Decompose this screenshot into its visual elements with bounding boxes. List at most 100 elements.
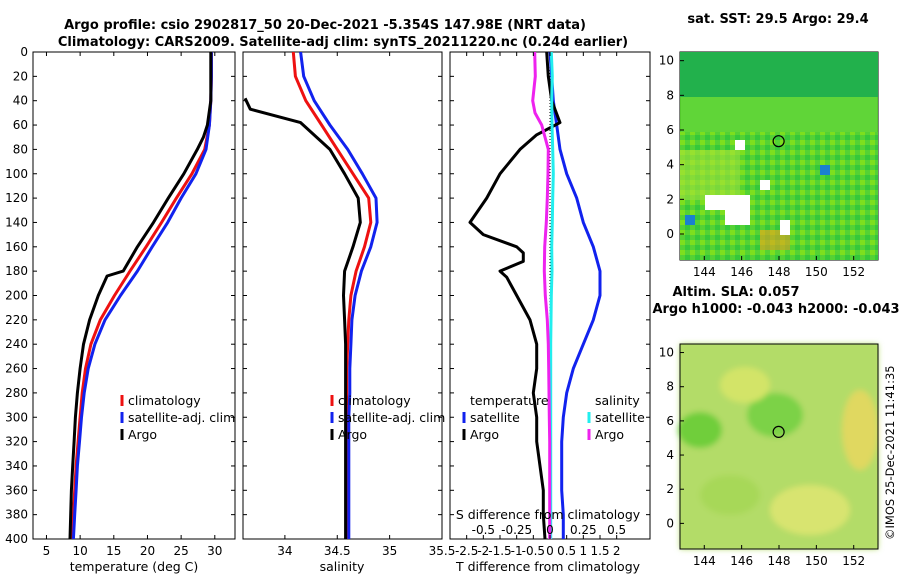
x-tick-label: 1.5	[590, 544, 609, 558]
depth-tick-label: 260	[5, 362, 28, 376]
depth-axis: 0 20 40 60 80 100 120 140 160 180 200 220 240 260 280 3…	[5, 45, 37, 546]
altim-map-subtitle: Argo h1000: -0.043 h2000: -0.043	[652, 302, 899, 317]
map-y-tick-label: 4	[666, 158, 674, 172]
altimetry-map: 144 146 148 150 152 0 2 4 6 8 10	[659, 343, 879, 568]
legend-climatology-label: climatology	[128, 393, 201, 408]
depth-tick-label: 300	[5, 410, 28, 424]
altim-map-ticks: 144 146 148 150 152 0 2 4 6 8 10	[659, 346, 865, 568]
depth-tick-label: 400	[5, 532, 28, 546]
depth-tick-label: 280	[5, 386, 28, 400]
x-tick-label: 10	[72, 544, 87, 558]
main-title-line2: Climatology: CARS2009. Satellite-adj cli…	[58, 35, 628, 50]
legend-t-argo-label: Argo	[470, 427, 499, 442]
map-x-tick-label: 152	[842, 554, 865, 568]
map-y-tick-label: 6	[666, 414, 674, 428]
difference-xlabel: T difference from climatology	[455, 559, 641, 574]
map-x-tick-label: 148	[768, 554, 791, 568]
s-diff-tick-label: 0.25	[570, 523, 597, 537]
depth-tick-label: 360	[5, 483, 28, 497]
altim-high-anomaly	[842, 390, 878, 470]
copyright-text: ©IMOS 25-Dec-2021 11:41:35	[883, 365, 897, 540]
x-tick-label: 1	[580, 544, 588, 558]
x-tick-label: 15	[106, 544, 121, 558]
map-y-tick-label: 8	[666, 88, 674, 102]
temperature-series-satellite-adj-clim	[71, 52, 213, 539]
temperature-xlabel: temperature (deg C)	[70, 559, 199, 574]
legend-salinity-title: salinity	[595, 393, 640, 408]
differences-series-t-satellite	[548, 52, 602, 539]
depth-tick-label: 180	[5, 264, 28, 278]
x-tick-label: 5	[43, 544, 51, 558]
x-tick-labels: 5 10 15 20 25 30 34 34.5 35 35.5 -2.5-2-1.5-1-0.5 0…	[43, 52, 626, 558]
x-tick-label: 34.5	[324, 544, 351, 558]
difference-legend: temperature satellite Argo salinity sate…	[462, 393, 645, 442]
temperature-axes	[32, 51, 236, 540]
depth-tick-label: 80	[13, 142, 28, 156]
map-y-tick-label: 2	[666, 482, 674, 496]
sst-map-cloud	[725, 195, 750, 225]
map-y-tick-label: 10	[659, 54, 674, 68]
legend-s-satellite-label: satellite	[595, 410, 645, 425]
x-tick-label: -0.5	[522, 544, 545, 558]
sst-map-warm-patch	[680, 150, 740, 200]
x-tick-label: 30	[207, 544, 222, 558]
depth-tick-label: 140	[5, 215, 28, 229]
inner-tick-marks	[231, 51, 650, 540]
s-diff-tick-label: -0.5	[472, 523, 495, 537]
depth-tick-label: 200	[5, 289, 28, 303]
sst-map-cloud	[735, 140, 745, 150]
altim-low-anomaly	[678, 412, 722, 448]
sst-map-title: sat. SST: 29.5 Argo: 29.4	[687, 12, 868, 27]
x-tick-label: 0.5	[557, 544, 576, 558]
temperature-series	[68, 52, 213, 539]
map-x-tick-label: 146	[730, 554, 753, 568]
depth-tick-label: 100	[5, 167, 28, 181]
depth-tick-label: 320	[5, 435, 28, 449]
map-y-tick-label: 8	[666, 380, 674, 394]
legend-argo-label: Argo	[338, 427, 367, 442]
sst-map: 144 146 148 150 152 0 2 4 6 8 10	[659, 51, 879, 279]
salinity-series	[243, 52, 379, 539]
map-x-tick-label: 150	[805, 265, 828, 279]
map-y-tick-label: 6	[666, 123, 674, 137]
legend-satellite-label: satellite-adj. clim	[338, 410, 445, 425]
depth-tick-label: 40	[13, 94, 28, 108]
map-y-tick-label: 2	[666, 192, 674, 206]
map-y-tick-label: 10	[659, 346, 674, 360]
altim-map-field	[678, 344, 878, 549]
altim-low-anomaly	[747, 393, 803, 437]
sst-map-north-band	[680, 52, 878, 97]
sst-map-cloud	[705, 195, 725, 210]
depth-tick-label: 120	[5, 191, 28, 205]
x-tick-label: -1.5	[488, 544, 511, 558]
argo-location-marker	[772, 425, 785, 439]
map-y-tick-label: 0	[666, 227, 674, 241]
temperature-series-argo	[68, 52, 213, 539]
s-diff-tick-label: 0	[546, 523, 554, 537]
sst-map-cool-pixel	[820, 165, 830, 175]
depth-tick-label: 340	[5, 459, 28, 473]
altim-high-anomaly	[770, 485, 850, 535]
altim-high-anomaly	[720, 367, 770, 403]
salinity-xlabel: salinity	[320, 559, 365, 574]
differences-series-t-argo	[468, 52, 562, 539]
legend-t-satellite-label: satellite	[470, 410, 520, 425]
x-tick-label: 34	[277, 544, 292, 558]
x-tick-label: 35	[382, 544, 397, 558]
map-x-tick-label: 148	[768, 265, 791, 279]
main-title-line1: Argo profile: csio 2902817_50 20-Dec-202…	[64, 18, 586, 33]
x-tick-label: -1	[511, 544, 523, 558]
legend-s-argo-label: Argo	[595, 427, 624, 442]
salinity-series-argo	[243, 97, 362, 539]
difference-series	[468, 52, 602, 539]
legend-climatology-label: climatology	[338, 393, 411, 408]
s-diff-tick-label: 0.5	[607, 523, 626, 537]
depth-tick-label: 20	[13, 69, 28, 83]
s-difference-label: S difference from climatology	[456, 507, 641, 522]
sst-map-cloud	[780, 220, 790, 235]
depth-tick-label: 240	[5, 337, 28, 351]
x-tick-label: 2	[613, 544, 621, 558]
salinity-series-satellite-adj-clim	[299, 52, 379, 539]
depth-tick-label: 160	[5, 240, 28, 254]
